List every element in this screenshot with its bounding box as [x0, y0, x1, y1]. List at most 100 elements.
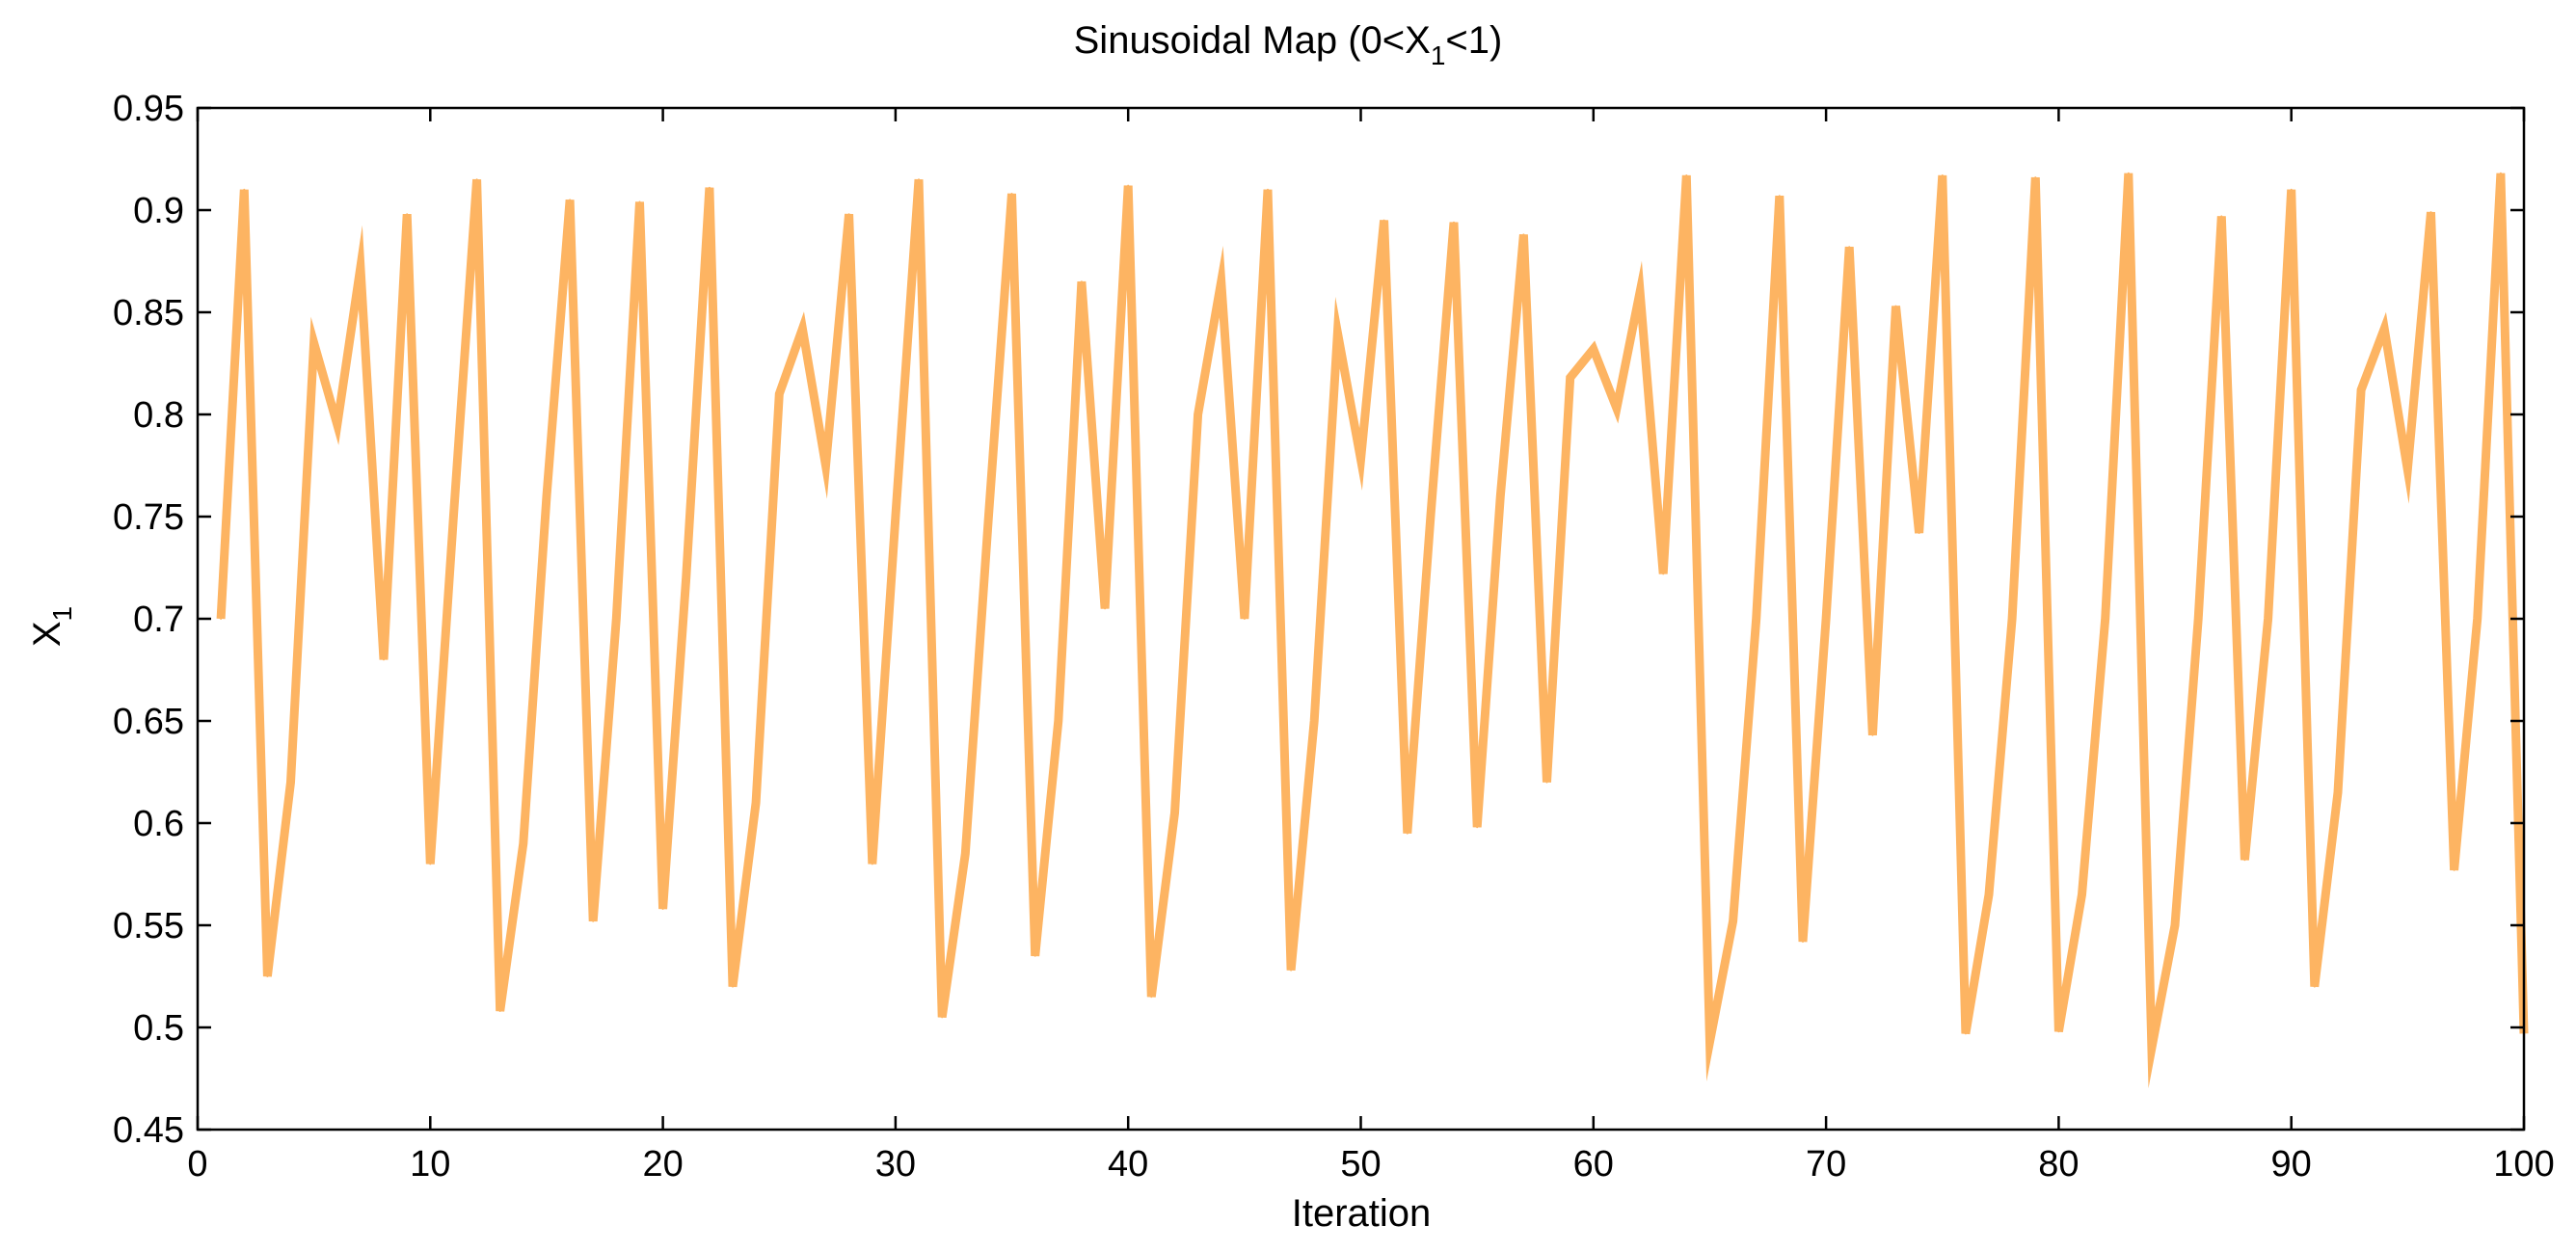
- data-point: [918, 178, 920, 181]
- data-point: [1359, 458, 1362, 461]
- data-point: [2127, 172, 2130, 174]
- data-point: [661, 908, 664, 910]
- data-point: [684, 576, 687, 579]
- x-tick-label: 20: [642, 1144, 683, 1185]
- data-point: [1894, 305, 1897, 307]
- y-tick-label: 0.9: [133, 191, 184, 231]
- data-point: [2150, 1047, 2153, 1050]
- y-tick-label: 0.75: [113, 497, 184, 538]
- data-point: [847, 213, 850, 216]
- data-point: [1755, 618, 1758, 620]
- data-point: [1290, 969, 1293, 972]
- data-point: [2104, 618, 2106, 620]
- data-point: [220, 618, 223, 620]
- data-point: [1592, 348, 1595, 351]
- data-point: [1708, 1040, 1711, 1043]
- data-point: [2011, 618, 2014, 620]
- y-tick-label: 0.5: [133, 1008, 184, 1049]
- data-point: [2499, 172, 2502, 174]
- x-tick-label: 90: [2271, 1144, 2312, 1185]
- data-point: [615, 618, 618, 620]
- plot-frame: [196, 106, 2526, 1132]
- x-tick-label: 60: [1573, 1144, 1614, 1185]
- data-point: [1429, 516, 1432, 518]
- chart-title-subscript: 1: [1431, 40, 1446, 70]
- data-point: [359, 266, 362, 269]
- data-point: [871, 863, 873, 866]
- y-tick-label: 0.85: [113, 293, 184, 333]
- x-tick-label: 0: [187, 1144, 207, 1185]
- data-point: [1150, 996, 1153, 999]
- data-point: [2406, 468, 2409, 471]
- y-axis-label: X1: [26, 606, 77, 647]
- data-point: [1267, 188, 1269, 191]
- data-point: [1615, 407, 1618, 410]
- data-point: [1802, 941, 1804, 943]
- data-point: [1476, 826, 1479, 829]
- data-point: [383, 658, 385, 661]
- data-point: [1104, 607, 1107, 610]
- data-point: [1988, 893, 1990, 896]
- data-point: [406, 213, 409, 216]
- data-point: [522, 842, 524, 845]
- data-point: [1731, 919, 1734, 922]
- data-point: [2034, 176, 2037, 179]
- data-point: [2337, 791, 2339, 794]
- data-point: [1941, 174, 1944, 176]
- data-point: [335, 423, 338, 426]
- chart-title: Sinusoidal Map (0<X1<1): [1074, 19, 1503, 70]
- data-point: [2476, 618, 2479, 620]
- data-point: [498, 1010, 501, 1012]
- data-point: [894, 516, 897, 518]
- data-point: [1313, 720, 1316, 722]
- data-point: [546, 494, 548, 497]
- data-point: [1220, 280, 1222, 283]
- x-tick-label: 40: [1108, 1144, 1148, 1185]
- data-point: [1545, 781, 1548, 784]
- data-point: [964, 852, 967, 855]
- data-point: [1453, 221, 1455, 224]
- data-point: [1964, 1032, 1967, 1035]
- data-point: [452, 516, 455, 518]
- chart-title-text: Sinusoidal Map (0<X: [1074, 19, 1431, 62]
- y-tick-label: 0.45: [113, 1110, 184, 1151]
- data-point: [1639, 290, 1642, 293]
- data-point: [1057, 720, 1060, 722]
- data-point: [1918, 532, 1920, 534]
- data-point: [1522, 233, 1525, 236]
- data-point: [708, 186, 711, 189]
- data-point: [289, 781, 292, 784]
- data-point: [1243, 618, 1246, 620]
- data-point: [1871, 733, 1874, 736]
- data-point: [1080, 280, 1083, 283]
- data-point: [243, 188, 246, 191]
- y-tick-label: 0.8: [133, 395, 184, 436]
- x-axis-label: Iteration: [1292, 1192, 1432, 1235]
- data-point: [1662, 573, 1665, 575]
- data-point: [987, 516, 990, 518]
- data-point: [732, 985, 734, 988]
- data-point: [1848, 246, 1851, 249]
- data-point: [824, 465, 827, 466]
- data-point: [2267, 618, 2269, 620]
- data-point: [2243, 859, 2246, 862]
- data-point: [778, 392, 781, 395]
- data-point: [1336, 332, 1339, 334]
- data-point: [2080, 893, 2083, 896]
- data-point: [1196, 413, 1199, 415]
- data-point: [1010, 193, 1013, 195]
- chart-title-suffix: <1): [1445, 19, 1502, 62]
- data-point: [1569, 376, 1571, 379]
- data-point: [266, 975, 269, 977]
- x-tick-label: 70: [1806, 1144, 1846, 1185]
- data-point: [429, 863, 432, 866]
- x-tick-label: 100: [2493, 1144, 2554, 1185]
- data-point: [1382, 219, 1385, 222]
- data-point: [2290, 188, 2293, 191]
- data-point: [1778, 195, 1781, 198]
- x-tick-label: 10: [410, 1144, 450, 1185]
- data-point: [638, 200, 641, 203]
- x-tick-label: 80: [2038, 1144, 2079, 1185]
- data-point: [2453, 868, 2455, 871]
